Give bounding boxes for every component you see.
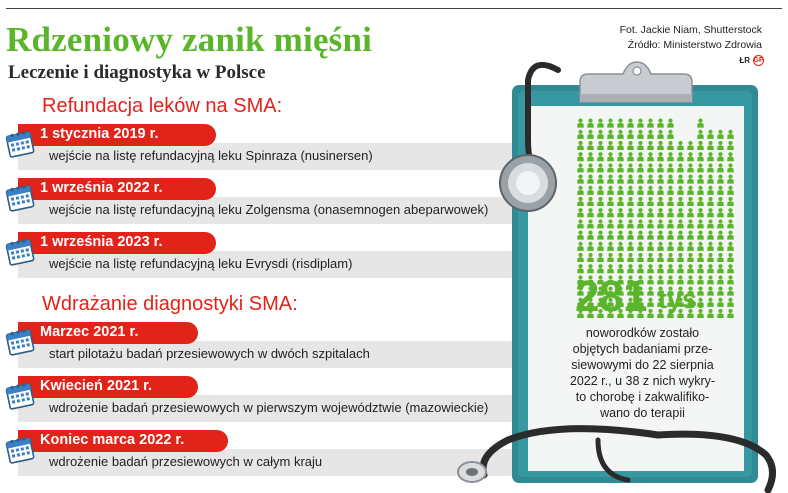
credits: Fot. Jackie Niam, Shutterstock Źródło: M… [620,23,762,53]
date-banner [18,430,228,452]
publisher-logo: ŁR GP [739,55,764,66]
item-date: 1 września 2022 r. [40,180,163,196]
item-background [18,143,523,170]
calendar-icon [4,182,36,214]
calendar-icon [4,434,36,466]
date-banner [18,178,216,200]
timeline-item: 1 września 2022 r. wejście na listę refu… [0,178,530,232]
item-date: 1 stycznia 2019 r. [40,126,159,142]
refund-heading: Refundacja leków na SMA: [42,95,283,117]
timeline-item: Koniec marca 2022 r. wdrożenie badań prz… [0,430,530,484]
stat-line: objętych badaniami prze- [572,342,713,356]
item-description: wdrożenie badań przesiewowych w pierwszy… [49,400,489,415]
stat-line: to chorobę i zakwalifiko- [575,390,710,404]
item-date: 1 września 2023 r. [40,234,163,250]
item-date: Kwiecień 2021 r. [40,378,153,394]
item-description: wejście na listę refundacyjną leku Spinr… [49,148,373,163]
clipboard-clip-icon [579,61,693,103]
top-divider [6,8,782,9]
stat-line: siewowymi do 22 sierpnia [571,358,714,372]
item-background [18,341,523,368]
stat-line: 2022 r., u 38 z nich wykry- [569,374,716,388]
item-description: start pilotażu badań przesiewowych w dwó… [49,346,370,361]
timeline-item: Marzec 2021 r. start pilotażu badań prze… [0,322,530,376]
item-description: wejście na listę refundacyjną leku Zolge… [49,202,489,217]
calendar-icon [4,236,36,268]
logo-badge: GP [753,55,764,66]
item-background [18,395,523,422]
calendar-icon [4,326,36,358]
stat-line: wano do terapii [600,406,685,420]
item-description: wdrożenie badań przesiewowych w całym kr… [49,454,323,469]
date-banner [18,322,198,344]
stat-unit: tys. [658,284,705,314]
stat-number: 281 [575,272,647,321]
source-credit: Źródło: Ministerstwo Zdrowia [627,39,762,51]
date-banner [18,232,216,254]
diagnostics-heading: Wdrażanie diagnostyki SMA: [42,293,298,315]
timeline-item: 1 stycznia 2019 r. wejście na listę refu… [0,124,530,178]
page-title: Rdzeniowy zanik mięśni [6,20,373,59]
page-subtitle: Leczenie i diagnostyka w Polsce [8,62,266,83]
item-background [18,449,523,476]
logo-text: ŁR [739,56,750,65]
date-banner [18,124,216,146]
calendar-icon [4,380,36,412]
clipboard-paper [528,106,744,471]
calendar-icon [4,128,36,160]
stethoscope-icon [479,61,776,493]
item-description: wejście na listę refundacyjną leku Evrys… [49,256,353,271]
timeline-item: 1 września 2023 r. wejście na listę refu… [0,232,530,286]
photo-credit: Fot. Jackie Niam, Shutterstock [619,24,762,36]
item-background [18,251,523,278]
item-background [18,197,523,224]
stethoscope-chestpiece-icon [499,154,557,212]
clipboard-illustration [457,61,776,493]
stethoscope-earpiece-icon [457,461,487,483]
stat-line: noworodków zostało [585,326,700,340]
timeline-item: Kwiecień 2021 r. wdrożenie badań przesie… [0,376,530,430]
stat-description: noworodków zostało objętych badaniami pr… [555,325,730,421]
item-date: Marzec 2021 r. [40,324,139,340]
item-date: Koniec marca 2022 r. [40,432,185,448]
date-banner [18,376,198,398]
